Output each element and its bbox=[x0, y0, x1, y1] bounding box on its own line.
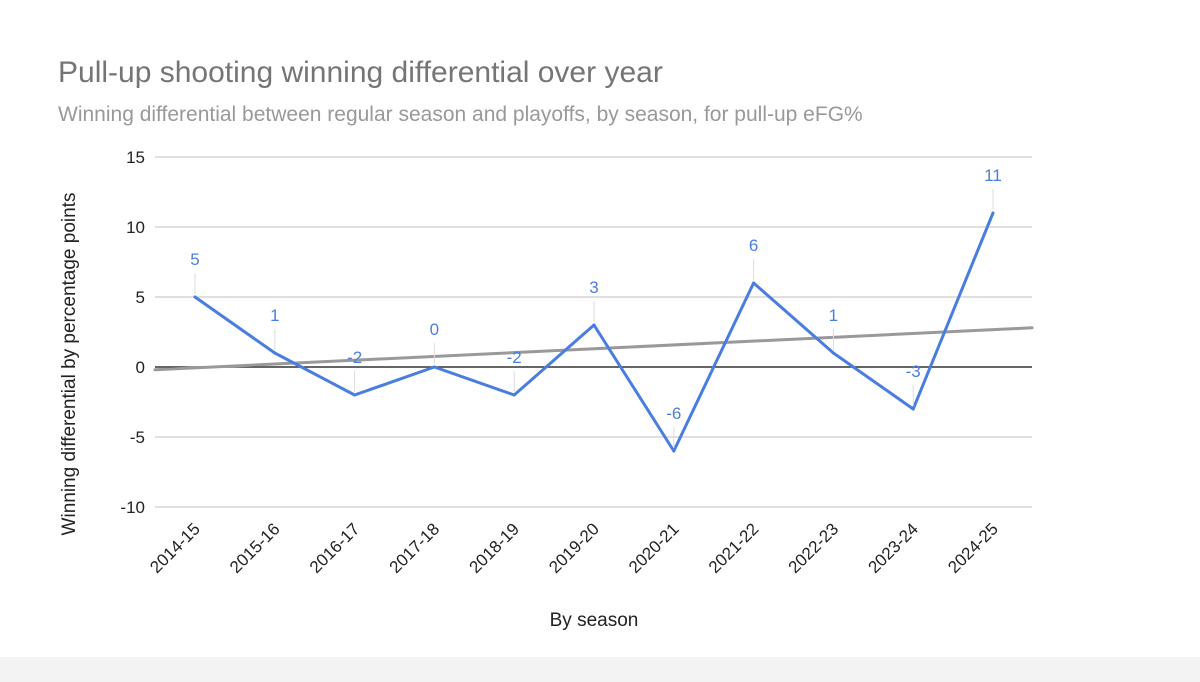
data-labels: 5 1 -2 0 -2 3 -6 6 1 -3 11 bbox=[190, 166, 1002, 448]
x-axis-title: By season bbox=[550, 610, 639, 631]
x-axis-ticks: 2014-15 2015-16 2016-17 2017-18 2018-19 2019-… bbox=[146, 519, 1002, 577]
data-point bbox=[592, 323, 596, 327]
trendline-layer bbox=[153, 326, 1034, 372]
data-label: -2 bbox=[347, 348, 362, 367]
y-axis-ticks: 15 10 5 0 -5 -10 bbox=[120, 148, 145, 517]
data-label: -3 bbox=[906, 362, 921, 381]
x-tick-label: 2024-25 bbox=[944, 519, 1002, 577]
x-tick-label: 2014-15 bbox=[146, 519, 204, 577]
series-line bbox=[193, 211, 995, 453]
trendline bbox=[153, 326, 1034, 372]
y-tick-label: -10 bbox=[120, 498, 145, 517]
data-label: -6 bbox=[666, 404, 681, 423]
data-point bbox=[911, 407, 915, 411]
y-tick-label: 10 bbox=[126, 218, 145, 237]
data-label: 11 bbox=[984, 166, 1002, 185]
series-layer bbox=[193, 211, 995, 453]
x-tick-label: 2018-19 bbox=[465, 519, 523, 577]
x-tick-label: 2017-18 bbox=[386, 519, 444, 577]
data-label: 1 bbox=[829, 306, 838, 325]
chart-title: Pull-up shooting winning differential ov… bbox=[58, 56, 663, 89]
x-tick-label: 2021-22 bbox=[705, 519, 763, 577]
data-point bbox=[353, 393, 357, 397]
x-tick-label: 2022-23 bbox=[785, 519, 843, 577]
y-tick-label: 0 bbox=[136, 358, 145, 377]
data-label: 3 bbox=[589, 278, 598, 297]
x-tick-label: 2016-17 bbox=[306, 519, 364, 577]
data-point bbox=[273, 351, 277, 355]
data-point bbox=[432, 365, 436, 369]
data-point bbox=[752, 281, 756, 285]
x-tick-label: 2019-20 bbox=[545, 519, 603, 577]
y-tick-label: 5 bbox=[136, 288, 145, 307]
data-label: 0 bbox=[430, 320, 439, 339]
data-label: 1 bbox=[270, 306, 279, 325]
data-label: 6 bbox=[749, 236, 758, 255]
bottom-strip bbox=[0, 657, 1200, 682]
data-label: -2 bbox=[507, 348, 522, 367]
x-tick-label: 2023-24 bbox=[864, 519, 922, 577]
y-tick-label: -5 bbox=[130, 428, 145, 447]
data-point bbox=[512, 393, 516, 397]
y-axis-title: Winning differential by percentage point… bbox=[59, 193, 80, 536]
data-point bbox=[193, 295, 197, 299]
gridlines bbox=[155, 156, 1032, 508]
data-point bbox=[831, 351, 835, 355]
data-label: 5 bbox=[190, 250, 199, 269]
data-point bbox=[991, 211, 995, 215]
chart-subtitle: Winning differential between regular sea… bbox=[58, 103, 863, 126]
x-tick-label: 2015-16 bbox=[226, 519, 284, 577]
x-tick-label: 2020-21 bbox=[625, 519, 683, 577]
data-point bbox=[672, 449, 676, 453]
y-tick-label: 15 bbox=[126, 148, 145, 167]
